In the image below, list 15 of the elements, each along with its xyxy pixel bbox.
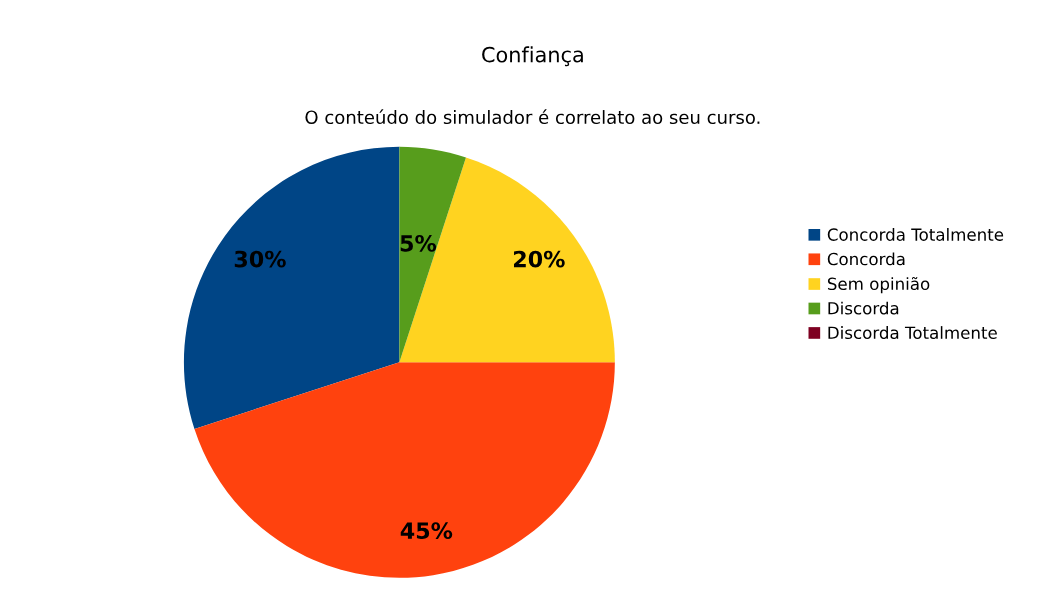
- data-label: 20%: [514, 250, 565, 268]
- legend-label: Discorda Totalmente: [828, 326, 997, 340]
- legend-label: Concorda Totalmente: [827, 227, 1004, 241]
- data-label: 30%: [234, 250, 286, 268]
- legend-label: Sem opinião: [827, 276, 930, 294]
- data-label: 45%: [400, 522, 453, 540]
- legend-label: Concorda: [827, 252, 905, 266]
- pie-slice: [194, 362, 615, 578]
- chart-title: Confiança: [482, 46, 583, 67]
- data-label: 5%: [400, 234, 437, 252]
- pie-slice: [399, 146, 466, 363]
- chart-subtitle: O conteúdo do simulador é correlato ao seu curso.: [305, 109, 760, 125]
- pie-slice: [399, 157, 615, 363]
- legend-label: Discorda: [828, 301, 899, 315]
- pie-slice: [183, 146, 400, 429]
